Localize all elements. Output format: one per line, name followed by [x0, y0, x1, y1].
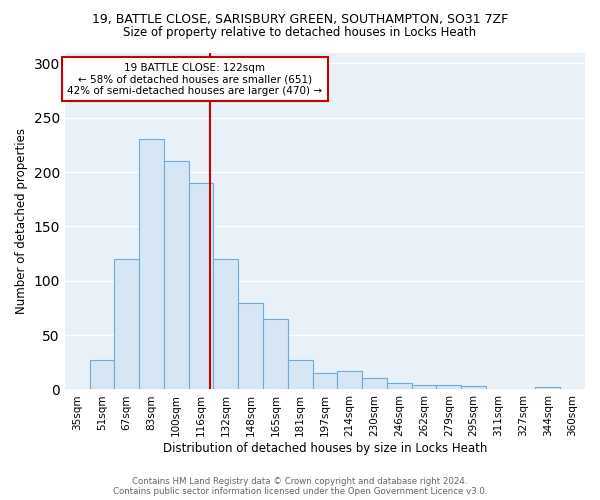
Bar	[139, 140, 164, 390]
Bar	[214, 259, 238, 390]
Bar	[89, 360, 115, 390]
Bar	[164, 161, 188, 390]
Bar	[115, 259, 139, 390]
Bar	[535, 388, 560, 390]
Bar	[313, 373, 337, 390]
Bar	[387, 383, 412, 390]
X-axis label: Distribution of detached houses by size in Locks Heath: Distribution of detached houses by size …	[163, 442, 487, 455]
Y-axis label: Number of detached properties: Number of detached properties	[15, 128, 28, 314]
Bar	[288, 360, 313, 390]
Bar	[263, 319, 288, 390]
Text: Size of property relative to detached houses in Locks Heath: Size of property relative to detached ho…	[124, 26, 476, 39]
Bar	[412, 385, 436, 390]
Bar	[362, 378, 387, 390]
Text: Contains HM Land Registry data © Crown copyright and database right 2024.
Contai: Contains HM Land Registry data © Crown c…	[113, 476, 487, 496]
Bar	[436, 385, 461, 390]
Bar	[337, 371, 362, 390]
Bar	[461, 386, 486, 390]
Bar	[188, 183, 214, 390]
Text: 19 BATTLE CLOSE: 122sqm
← 58% of detached houses are smaller (651)
42% of semi-d: 19 BATTLE CLOSE: 122sqm ← 58% of detache…	[67, 62, 322, 96]
Bar	[238, 302, 263, 390]
Text: 19, BATTLE CLOSE, SARISBURY GREEN, SOUTHAMPTON, SO31 7ZF: 19, BATTLE CLOSE, SARISBURY GREEN, SOUTH…	[92, 12, 508, 26]
